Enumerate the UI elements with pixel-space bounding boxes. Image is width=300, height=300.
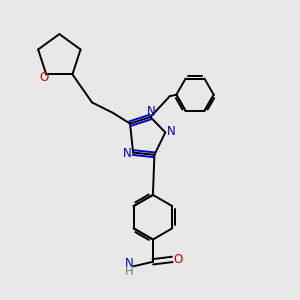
Text: N: N bbox=[123, 147, 132, 160]
Text: N: N bbox=[124, 257, 133, 270]
Text: H: H bbox=[124, 265, 133, 278]
Text: N: N bbox=[167, 125, 176, 138]
Text: O: O bbox=[173, 253, 182, 266]
Text: O: O bbox=[39, 71, 49, 85]
Text: N: N bbox=[147, 105, 156, 118]
